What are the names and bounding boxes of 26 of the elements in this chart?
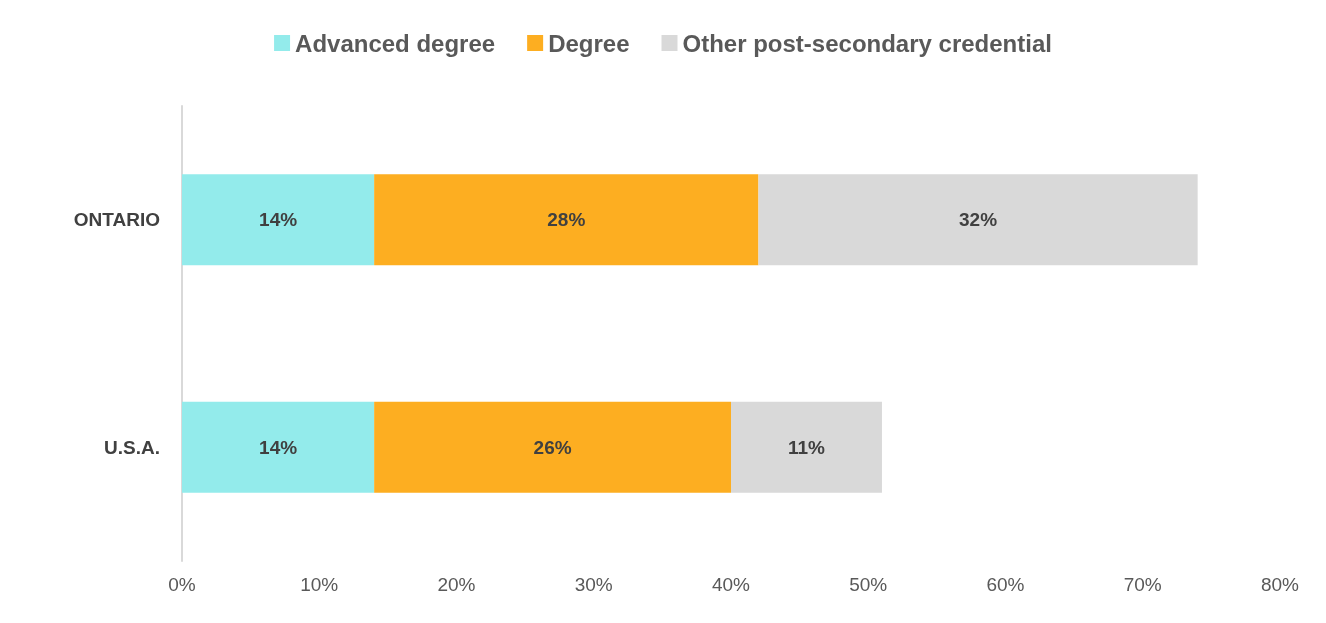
bar [182,401,375,493]
x-tick-label: 10% [300,574,339,595]
data-label: 28% [547,209,586,231]
legend-label: Degree [548,29,630,57]
data-label: 32% [959,209,998,231]
bar [374,401,731,493]
legend-label: Other post-secondary credential [682,29,1052,57]
x-tick-label: 30% [574,574,613,595]
legend-label: Advanced degree [295,29,496,57]
bar [758,174,1198,266]
x-tick-label: 60% [986,574,1025,595]
bar [731,401,882,493]
data-label: 14% [259,209,298,231]
y-tick-label: ONTARIO [73,209,160,231]
data-label: 14% [259,436,298,458]
x-tick-label: 80% [1260,574,1300,595]
y-tick-label: U.S.A. [104,436,160,458]
x-tick-label: 20% [437,574,476,595]
x-tick-label: 40% [711,574,751,595]
x-tick-label: 0% [168,574,196,595]
bar [374,174,759,266]
bar [182,174,375,266]
data-label: 11% [788,436,826,458]
x-tick-label: 70% [1123,574,1162,595]
data-label: 26% [533,436,572,458]
x-tick-label: 50% [849,574,888,595]
